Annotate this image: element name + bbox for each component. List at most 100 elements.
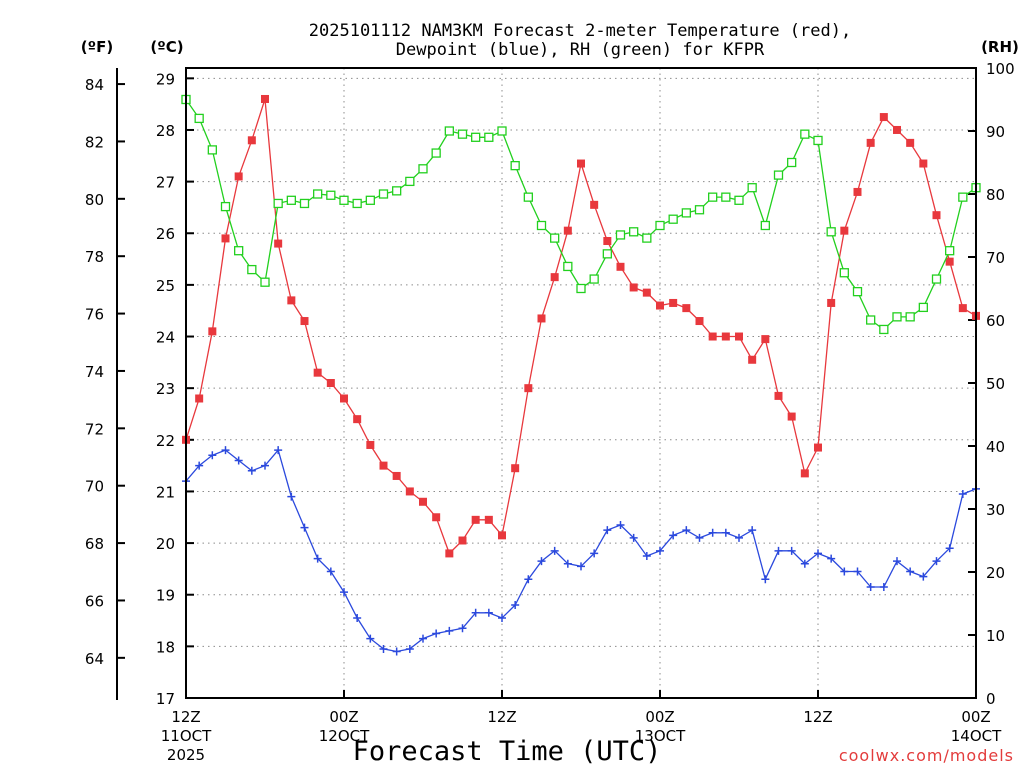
rh-point xyxy=(392,186,402,196)
dewpoint-point xyxy=(234,456,243,465)
temperature-point xyxy=(879,113,888,122)
dewpoint-point xyxy=(208,451,217,460)
rh-point xyxy=(510,160,520,171)
temperature-point xyxy=(814,443,822,452)
dewpoint-point xyxy=(221,446,230,455)
dewpoint-point xyxy=(445,626,454,635)
dewpoint-point xyxy=(392,647,401,656)
dewpoint-line xyxy=(185,448,977,653)
dewpoint-point xyxy=(366,634,375,643)
rh-point xyxy=(589,274,599,284)
dewpoint-point xyxy=(379,644,388,653)
rh-point xyxy=(234,246,244,256)
dewpoint-point xyxy=(313,554,322,563)
temperature-point xyxy=(550,273,559,282)
rh-point xyxy=(260,277,270,287)
rh-point xyxy=(615,230,626,240)
dewpoint-point xyxy=(656,546,664,555)
temperature-point xyxy=(893,125,901,134)
celsius-tick-label: 25 xyxy=(156,277,175,295)
rh-point xyxy=(931,274,942,284)
rh-point xyxy=(787,157,797,168)
rh-tick-label: 60 xyxy=(986,312,1005,330)
rh-axis-label: (RH) xyxy=(981,38,1019,56)
temperature-point xyxy=(195,394,204,403)
rh-point xyxy=(681,208,691,218)
fahrenheit-tick-label: 70 xyxy=(85,478,104,496)
rh-point xyxy=(194,113,204,124)
series-temperature xyxy=(182,94,980,558)
dewpoint-point xyxy=(524,575,533,584)
dewpoint-point xyxy=(787,546,796,555)
temperature-point xyxy=(313,368,322,377)
temperature-point xyxy=(603,236,612,245)
temperature-point xyxy=(392,471,401,480)
dewpoint-point xyxy=(879,582,888,591)
x-tick-label: 12Z xyxy=(803,708,832,726)
rh-point xyxy=(220,201,231,212)
dewpoint-point xyxy=(550,546,559,555)
fahrenheit-tick-label: 74 xyxy=(85,363,104,381)
rh-point xyxy=(734,195,744,205)
temperature-point xyxy=(524,384,533,393)
rh-point xyxy=(339,195,349,205)
rh-axis: 0 10 20 30 40 50 60 70 80 90 100 xyxy=(968,60,1015,708)
dewpoint-point xyxy=(866,582,875,591)
temperature-point xyxy=(247,136,256,145)
rh-point xyxy=(273,198,283,209)
temperature-point xyxy=(932,211,941,220)
rh-tick-label: 70 xyxy=(986,249,1005,267)
fahrenheit-tick-label: 72 xyxy=(85,420,104,438)
rh-point xyxy=(207,145,217,155)
rh-tick-label: 100 xyxy=(986,60,1015,78)
rh-point xyxy=(471,132,481,142)
rh-tick-label: 20 xyxy=(986,564,1005,582)
rh-point xyxy=(945,246,955,256)
dewpoint-point xyxy=(577,562,585,571)
dewpoint-point xyxy=(958,490,967,499)
dewpoint-point xyxy=(774,546,783,555)
temperature-point xyxy=(919,159,928,168)
rh-tick-label: 0 xyxy=(986,690,996,708)
x-axis-label: Forecast Time (UTC) xyxy=(353,736,662,767)
rh-point xyxy=(760,220,770,231)
dewpoint-point xyxy=(629,533,638,542)
dewpoint-point xyxy=(840,567,849,576)
dewpoint-point xyxy=(537,557,546,566)
temperature-point xyxy=(761,335,770,344)
temperature-point xyxy=(866,138,875,147)
rh-point xyxy=(747,183,757,193)
temperature-point xyxy=(787,412,796,421)
dewpoint-point xyxy=(498,613,506,622)
temperature-point xyxy=(629,283,638,292)
temperature-point xyxy=(484,515,493,524)
rh-point xyxy=(958,192,968,202)
dewpoint-point xyxy=(458,624,467,633)
temperature-point xyxy=(261,94,269,103)
temperature-point xyxy=(234,172,243,181)
temperature-point xyxy=(274,239,283,248)
fahrenheit-tick-label: 82 xyxy=(85,133,104,151)
temperature-point xyxy=(471,515,480,524)
celsius-tick-label: 28 xyxy=(156,122,175,140)
temperature-point xyxy=(945,257,954,266)
dewpoint-point xyxy=(261,461,269,470)
rh-point xyxy=(484,132,494,142)
rh-point xyxy=(642,233,652,243)
temperature-point xyxy=(682,304,691,313)
dewpoint-point xyxy=(919,572,928,581)
temperature-point xyxy=(511,464,520,473)
rh-point xyxy=(536,220,547,231)
rh-tick-label: 50 xyxy=(986,375,1005,393)
rh-tick-label: 30 xyxy=(986,501,1005,519)
temperature-point xyxy=(353,415,362,424)
temperature-point xyxy=(827,298,836,307)
dewpoint-point xyxy=(590,549,599,558)
celsius-axis: 17 18 19 20 21 22 23 24 25 26 27 28 29 xyxy=(156,70,194,708)
dewpoint-point xyxy=(800,559,809,568)
dewpoint-point xyxy=(300,523,309,532)
x-tick-label: 00Z xyxy=(329,708,358,726)
plot-frame xyxy=(185,67,977,699)
dewpoint-point xyxy=(814,549,822,558)
